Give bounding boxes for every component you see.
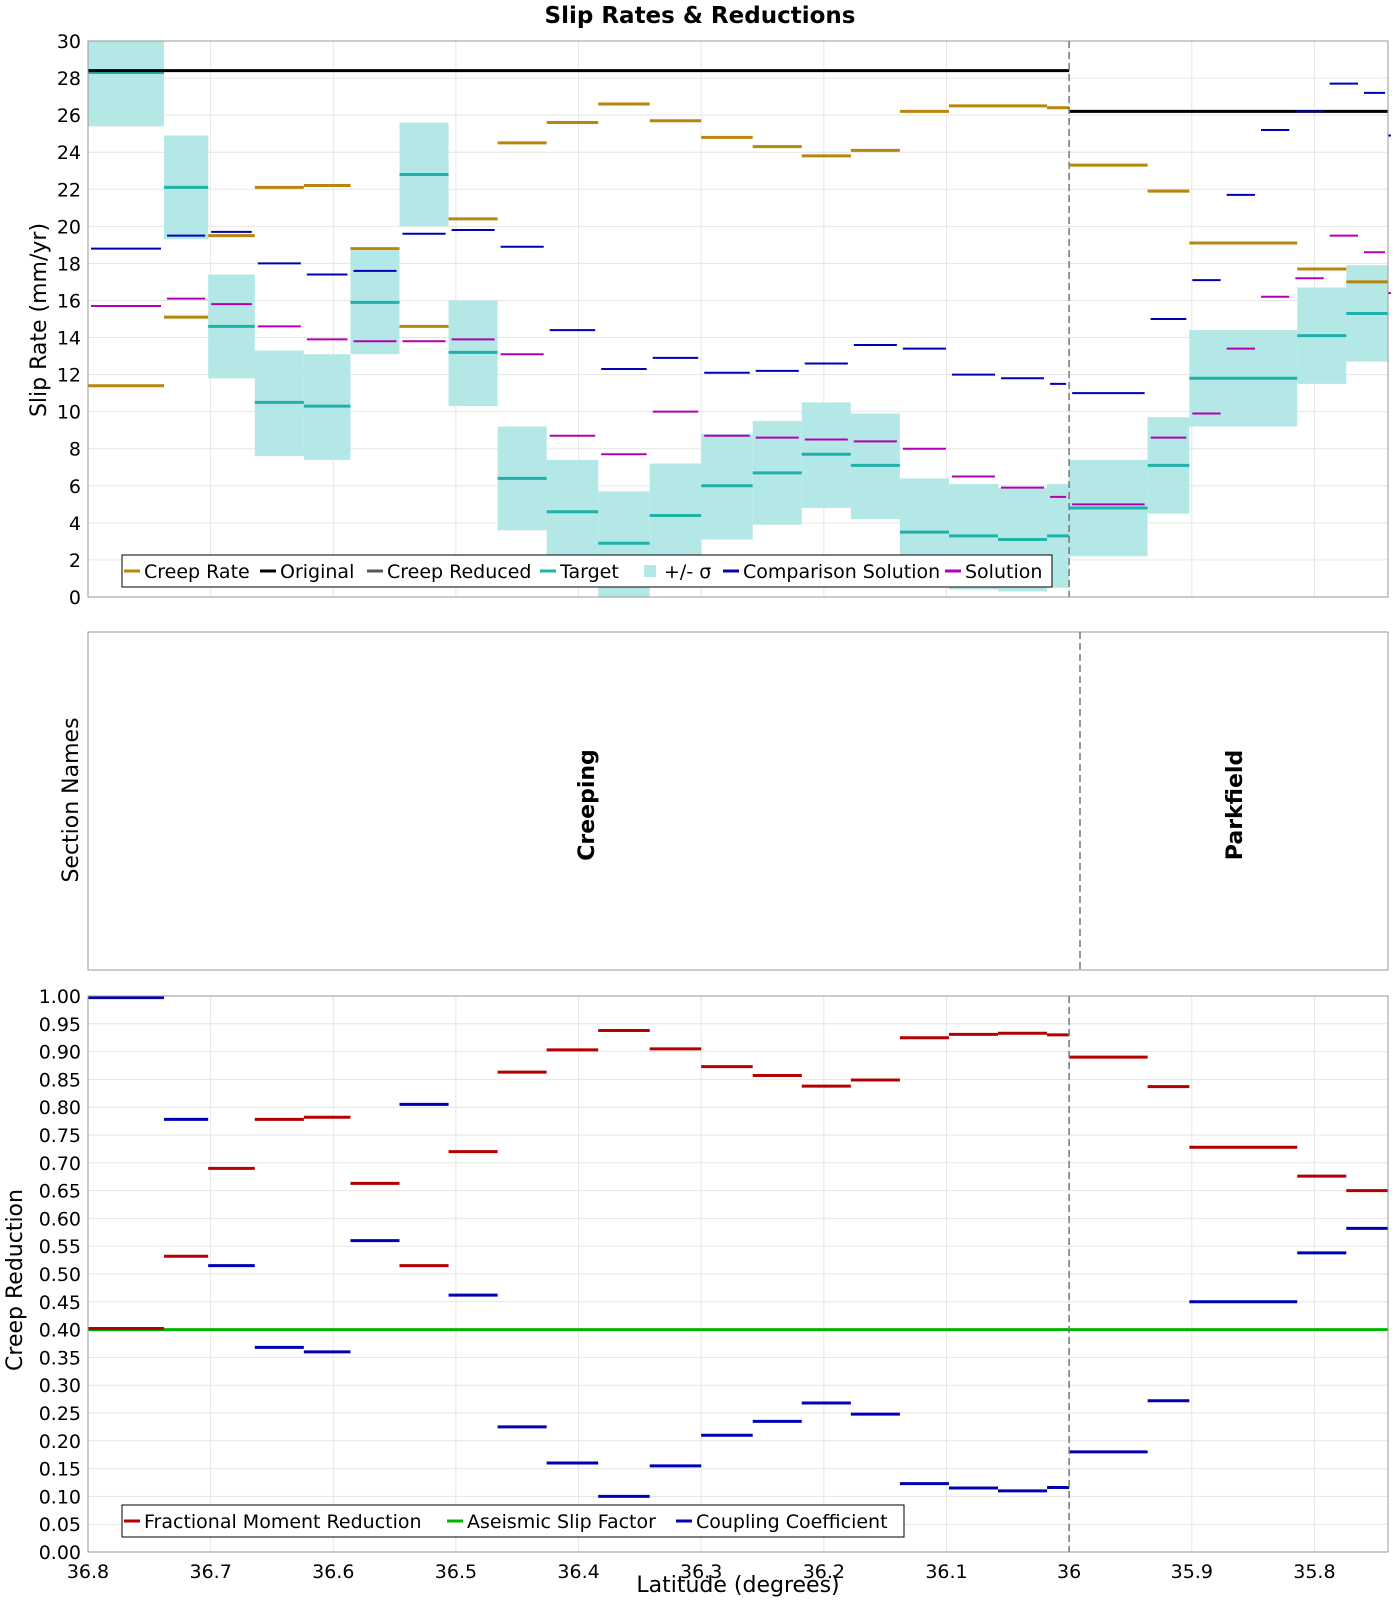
y-tick-label: 0.05 [39, 1514, 81, 1536]
sigma-band [546, 459, 599, 570]
slip-rate-ylabel: Slip Rate (mm/yr) [27, 223, 52, 417]
legend-label: Comparison Solution [743, 561, 940, 583]
y-tick-label: 12 [57, 365, 81, 387]
section-label-creeping: Creeping [575, 749, 600, 861]
legend-box [121, 554, 1053, 588]
y-tick-label: 0.25 [39, 1403, 81, 1425]
reduction-legend: Fractional Moment Reduction Aseismic Slip… [121, 1504, 905, 1538]
legend-label: +/- σ [664, 561, 711, 583]
y-tick-label: 14 [57, 328, 81, 350]
section-names-ylabel: Section Names [59, 717, 84, 882]
sigma-band [88, 41, 165, 127]
legend-label: Target [559, 561, 619, 583]
y-tick-label: 0.55 [39, 1236, 81, 1258]
x-axis-label: Latitude (degrees) [636, 1573, 839, 1598]
y-tick-label: 0.10 [39, 1486, 81, 1508]
plot-frame [87, 995, 1389, 1553]
y-tick-label: 8 [69, 439, 81, 461]
legend-label: Original [280, 561, 354, 583]
y-tick-label: 2 [69, 550, 81, 572]
x-tick-label: 36 [1057, 1561, 1081, 1583]
y-tick-label: 0.50 [39, 1264, 81, 1286]
y-tick-label: 0.80 [39, 1097, 81, 1119]
slip-legend: Creep Rate Original Creep Reduced Target +/-… [121, 554, 1053, 588]
y-tick-label: 0.15 [39, 1459, 81, 1481]
y-tick-label: 1.00 [39, 986, 81, 1008]
y-tick-label: 0.65 [39, 1181, 81, 1203]
y-tick-label: 18 [57, 253, 81, 275]
y-tick-label: 0.90 [39, 1042, 81, 1064]
legend-swatch [644, 565, 656, 577]
legend-label: Fractional Moment Reduction [144, 1511, 422, 1533]
x-tick-label: 35.8 [1293, 1561, 1335, 1583]
y-tick-label: 16 [57, 290, 81, 312]
y-tick-label: 0.75 [39, 1125, 81, 1147]
x-tick-label: 36.1 [925, 1561, 967, 1583]
y-tick-label: 28 [57, 68, 81, 90]
y-tick-label: 0.60 [39, 1208, 81, 1230]
y-tick-label: 0.30 [39, 1375, 81, 1397]
y-tick-label: 0.40 [39, 1320, 81, 1342]
y-tick-label: 0.85 [39, 1069, 81, 1091]
x-tick-label: 35.9 [1171, 1561, 1213, 1583]
legend-label: Coupling Coefficient [696, 1511, 888, 1533]
x-tick-label: 36.5 [435, 1561, 477, 1583]
y-tick-label: 26 [57, 105, 81, 127]
y-tick-label: 22 [57, 179, 81, 201]
y-tick-label: 0.95 [39, 1014, 81, 1036]
section-names-panel: Section Names Creeping Parkfield [59, 631, 1389, 971]
y-tick-label: 0.35 [39, 1347, 81, 1369]
y-tick-label: 6 [69, 476, 81, 498]
x-tick-label: 36.4 [557, 1561, 599, 1583]
reduction-ylabel: Creep Reduction [3, 1189, 28, 1371]
legend-label: Solution [965, 561, 1042, 583]
legend-label: Aseismic Slip Factor [467, 1511, 656, 1533]
y-tick-label: 10 [57, 402, 81, 424]
y-tick-label: 0.00 [39, 1542, 81, 1564]
x-tick-label: 36.7 [189, 1561, 231, 1583]
y-tick-label: 0 [69, 587, 81, 609]
chart-title: Slip Rates & Reductions [545, 3, 856, 29]
x-tick-label: 36.6 [312, 1561, 354, 1583]
x-tick-label: 36.8 [67, 1561, 109, 1583]
y-tick-label: 4 [69, 513, 81, 535]
y-tick-label: 30 [57, 31, 81, 53]
reduction-panel: 0.00 0.05 0.10 0.15 0.20 0.25 0.30 0.35 0.40 0.45… [3, 986, 1389, 1564]
x-axis: 36.8 36.7 36.6 36.5 36.4 36.3 36.2 36.1 36 35.9 35… [67, 1561, 1336, 1583]
plot-frame [87, 40, 1389, 598]
y-tick-label: 20 [57, 216, 81, 238]
x-tick-label: 36.2 [803, 1561, 845, 1583]
x-tick-label: 36.3 [680, 1561, 722, 1583]
y-tick-label: 0.70 [39, 1153, 81, 1175]
legend-label: Creep Reduced [387, 561, 531, 583]
y-tick-label: 0.45 [39, 1292, 81, 1314]
section-panel-frame [87, 631, 1389, 971]
section-label-parkfield: Parkfield [1223, 750, 1248, 860]
legend-box [121, 1504, 905, 1538]
legend-label: Creep Rate [144, 561, 250, 583]
y-tick-label: 0.20 [39, 1431, 81, 1453]
y-tick-label: 24 [57, 142, 81, 164]
